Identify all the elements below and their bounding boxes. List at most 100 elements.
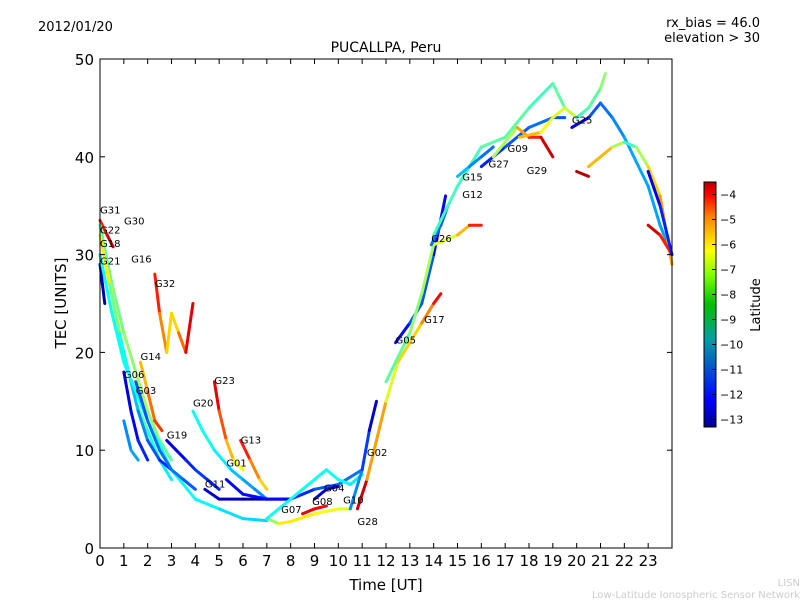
series-segment: [610, 116, 626, 139]
series-segment: [479, 135, 507, 149]
satellite-label: G15: [462, 172, 482, 183]
series-segment: [241, 517, 269, 523]
satellite-label: G10: [343, 495, 363, 506]
series-segment: [456, 165, 471, 178]
series-segment: [265, 497, 293, 521]
series-segment: [239, 438, 252, 462]
series-segment: [394, 321, 412, 345]
series-segment: [634, 145, 650, 169]
series-G18: [98, 233, 173, 472]
y-axis-label: TEC [UNITS]: [52, 258, 70, 350]
satellite-label: G27: [488, 160, 508, 171]
colorbar-tick-label: −11: [720, 364, 743, 377]
series-G31: [98, 218, 115, 249]
series-segment: [527, 81, 555, 110]
series-segment: [313, 507, 340, 516]
series-segment: [200, 429, 216, 452]
series-segment: [146, 390, 157, 423]
series-G29: [517, 106, 579, 139]
x-tick-label: 0: [95, 552, 105, 570]
x-tick-label: 1: [119, 552, 129, 570]
colorbar-tick-label: −12: [720, 389, 743, 402]
x-tick-label: 21: [591, 552, 610, 570]
series-segment: [646, 223, 662, 237]
series-segment: [527, 116, 555, 129]
series-segment: [98, 233, 112, 286]
series-segment: [575, 169, 591, 178]
y-tick-label: 0: [84, 540, 94, 558]
series-segment: [170, 468, 185, 482]
series-G13: [239, 438, 269, 491]
satellite-label: G30: [124, 216, 144, 227]
series-segment: [539, 116, 555, 134]
series-segment: [184, 302, 195, 354]
series-segment: [146, 409, 162, 442]
series-segment: [224, 438, 235, 462]
series-segment: [599, 72, 607, 90]
series-G23: [212, 380, 245, 472]
series-segment: [646, 169, 662, 208]
x-tick-label: 10: [329, 552, 348, 570]
colorbar-tick-label: −13: [720, 414, 743, 427]
series-G09: [491, 125, 555, 159]
series-segment: [491, 125, 519, 159]
series-segment: [610, 140, 626, 149]
satellite-label: G03: [136, 386, 156, 397]
series-segment: [265, 517, 281, 526]
series-G06: [122, 370, 150, 462]
colorbar-tick-label: −9: [720, 314, 736, 327]
series-segment: [134, 380, 150, 423]
series-segment: [313, 482, 340, 491]
x-tick-label: 16: [472, 552, 491, 570]
series-segment: [587, 101, 602, 120]
series-G30: [98, 223, 173, 462]
series-segment: [429, 223, 443, 247]
series-segment: [289, 512, 316, 524]
series-G04: [122, 419, 140, 462]
x-tick-label: 6: [238, 552, 248, 570]
satellite-label: G22: [100, 225, 120, 236]
series-G-e: [646, 169, 674, 257]
series-segment: [134, 370, 150, 413]
satellite-label: G20: [193, 398, 213, 409]
satellite-label: G23: [214, 376, 234, 387]
series-segment: [587, 86, 602, 110]
series-segment: [136, 438, 150, 462]
satellite-label: G25: [572, 116, 592, 127]
x-tick-label: 22: [615, 552, 634, 570]
series-segment: [191, 409, 204, 433]
series-segment: [575, 106, 591, 120]
series-segment: [313, 487, 328, 501]
colorbar-tick-label: −5: [720, 214, 736, 227]
series-segment: [420, 302, 436, 325]
satellite-label: G02: [367, 448, 387, 459]
series-segment: [539, 135, 555, 159]
series-segment: [241, 478, 257, 491]
y-tick-label: 50: [75, 51, 94, 69]
satellite-label: G16: [131, 255, 151, 266]
satellite-label: G21: [100, 256, 120, 267]
colorbar-tick-label: −10: [720, 339, 743, 352]
series-segment: [139, 360, 150, 394]
series-segment: [248, 458, 262, 482]
series-segment: [258, 478, 269, 491]
footer-network: Low-Latitude Ionospheric Sensor Network: [592, 590, 800, 600]
series-segment: [587, 145, 614, 169]
series-segment: [217, 507, 245, 521]
series-G14: [139, 360, 164, 433]
series-segment: [170, 311, 181, 335]
footer-brand: LISN: [778, 578, 800, 589]
x-tick-label: 8: [286, 552, 296, 570]
series-segment: [203, 487, 221, 501]
series-segment: [479, 145, 495, 159]
satellite-label: G01: [226, 459, 246, 470]
date-label: 2012/01/20: [38, 20, 113, 35]
series-segment: [165, 438, 178, 452]
x-tick-label: 23: [639, 552, 658, 570]
series-segment: [622, 135, 650, 188]
series-segment: [551, 81, 567, 110]
series-segment: [129, 409, 140, 442]
satellite-label: G04: [324, 483, 344, 494]
series-segment: [177, 331, 188, 354]
series-segment: [467, 155, 483, 169]
